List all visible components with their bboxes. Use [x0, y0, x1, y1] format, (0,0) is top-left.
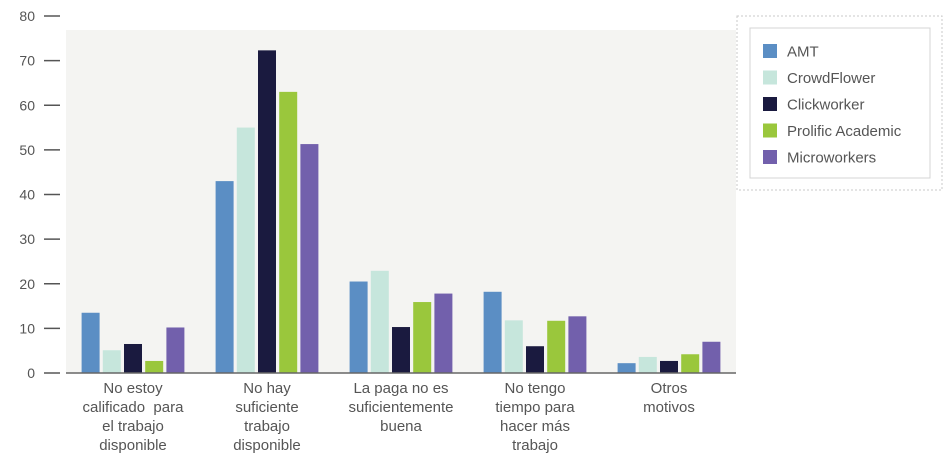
legend-label: CrowdFlower: [787, 70, 875, 87]
bar-clickworker: [660, 360, 678, 373]
legend-swatch: [763, 123, 777, 138]
legend: AMT CrowdFlower Clickworker Prolific Academ…: [736, 15, 943, 191]
bar-clickworker: [124, 343, 142, 373]
legend-inner-box: [749, 27, 931, 179]
legend-swatch: [763, 150, 777, 164]
bar-microworkers: [568, 316, 587, 373]
bar-microworkers: [300, 144, 319, 373]
bar-amt: [617, 363, 636, 373]
legend-label: Prolific Academic: [787, 123, 902, 140]
y-tick-label: 70: [19, 53, 35, 69]
bar-crowdflower: [638, 356, 657, 373]
bar-crowdflower: [370, 270, 389, 373]
y-tick-label: 80: [19, 8, 35, 24]
bar-microworkers: [702, 341, 721, 373]
bar-clickworker: [392, 327, 410, 373]
bar-amt: [483, 291, 502, 373]
y-axis: 0 10 20 30 40 50 60 70 80: [19, 8, 60, 381]
x-category-label: Otros motivos: [643, 380, 695, 416]
bar-microworkers: [434, 293, 453, 373]
legend-label: AMT: [787, 44, 819, 61]
bar-amt: [215, 181, 234, 373]
bar-prolific-academic: [145, 360, 164, 373]
x-category-label: No tengo tiempo para hacer más trabajo: [495, 380, 575, 454]
x-category-label: No estoy calificado para el trabajo disponi…: [83, 380, 185, 454]
legend-swatch: [763, 70, 777, 85]
bar-crowdflower: [236, 127, 255, 373]
legend-swatch: [763, 44, 777, 58]
bar-clickworker: [258, 50, 276, 373]
bar-microworkers: [166, 327, 185, 373]
bar-prolific-academic: [279, 91, 298, 374]
y-tick-label: 20: [19, 276, 35, 292]
bar-amt: [81, 312, 100, 373]
bars-layer: [81, 50, 721, 374]
y-tick-label: 40: [19, 187, 35, 203]
legend-label: Clickworker: [787, 97, 865, 114]
y-tick-label: 30: [19, 231, 35, 247]
y-tick-label: 50: [19, 142, 35, 158]
bar-amt: [349, 281, 368, 373]
bar-clickworker: [526, 346, 544, 373]
y-tick-label: 0: [27, 365, 35, 381]
y-tick-label: 10: [19, 320, 35, 336]
bar-prolific-academic: [681, 354, 700, 373]
x-axis-labels: No estoy calificado para el trabajo disponi…: [83, 380, 695, 454]
x-category-label: La paga no es suficientemente buena: [348, 380, 453, 435]
legend-swatch: [763, 97, 777, 111]
bar-crowdflower: [504, 320, 523, 373]
bar-crowdflower: [102, 350, 121, 373]
bar-prolific-academic: [547, 320, 566, 373]
y-tick-label: 60: [19, 97, 35, 113]
plot-background: [66, 30, 736, 373]
x-category-label: No hay suficiente trabajo disponible: [233, 380, 301, 454]
legend-label: Microworkers: [787, 150, 876, 167]
bar-prolific-academic: [413, 302, 432, 373]
